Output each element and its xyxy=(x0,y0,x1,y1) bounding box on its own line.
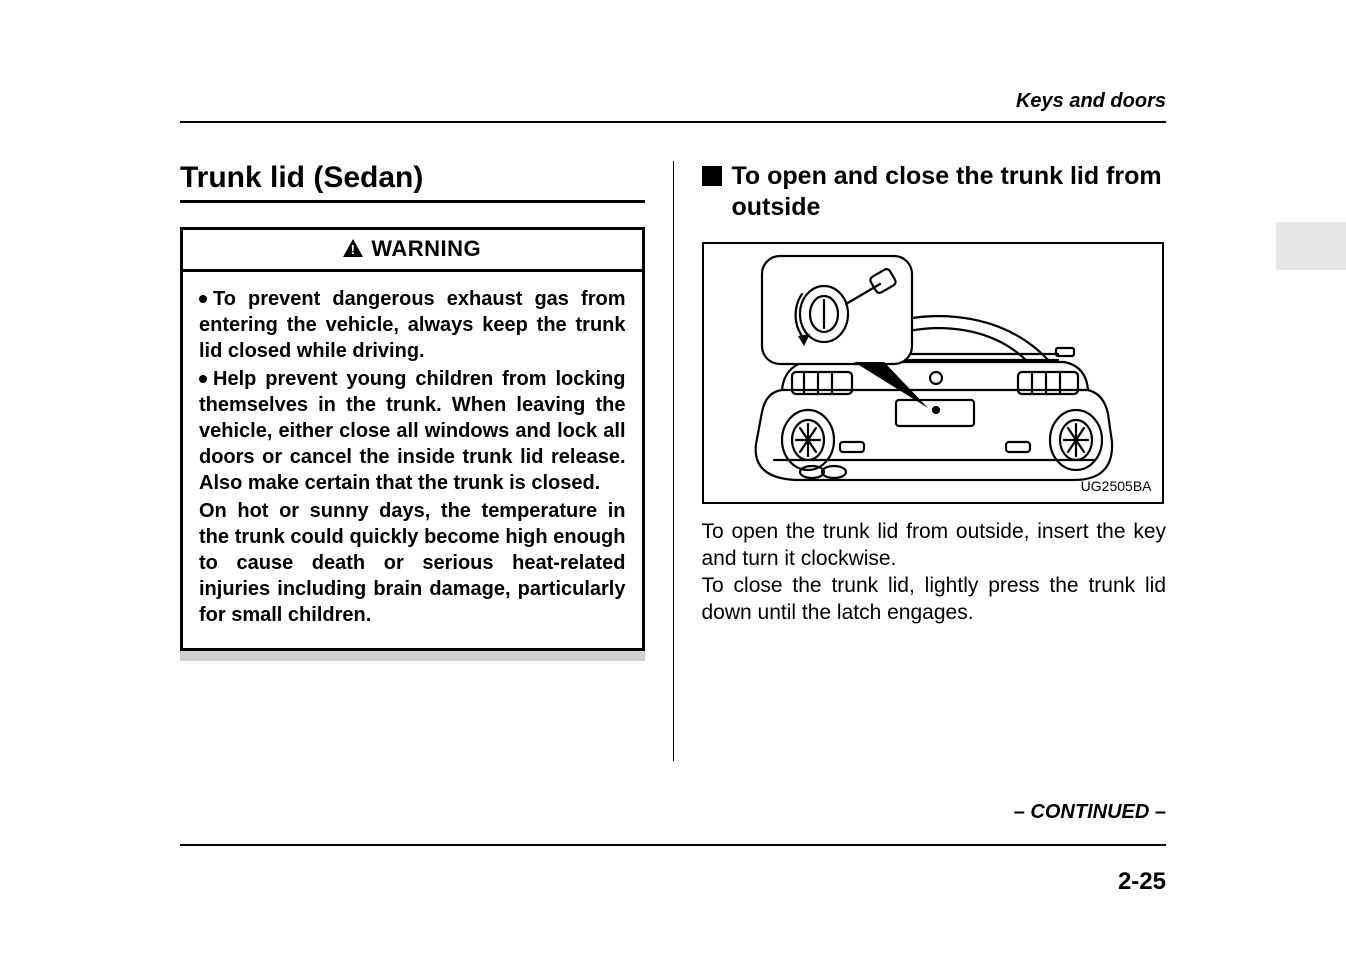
dash-right: – xyxy=(1155,801,1166,823)
bullet-icon xyxy=(199,375,207,383)
warning-bullet-2: Help prevent young children from locking… xyxy=(199,366,626,496)
warning-gray-bar xyxy=(180,651,645,661)
right-column: To open and close the trunk lid from out… xyxy=(674,161,1167,761)
warning-bullet-1: To prevent dangerous exhaust gas from en… xyxy=(199,286,626,364)
warning-box: ! WARNING To prevent dangerous exhaust g… xyxy=(180,227,645,651)
body-text: To open the trunk lid from outside, inse… xyxy=(702,518,1167,627)
subsection-heading-line1: To open and close the trunk lid from xyxy=(732,162,1162,190)
warning-body: To prevent dangerous exhaust gas from en… xyxy=(183,272,642,648)
content-columns: Trunk lid (Sedan) ! WARNING To prevent d… xyxy=(180,161,1166,761)
page-tab-mark xyxy=(1276,222,1346,270)
header-rule xyxy=(180,121,1166,123)
trunk-open-figure: UG2505BA xyxy=(702,242,1164,504)
subsection-heading: To open and close the trunk lid from out… xyxy=(702,161,1167,224)
figure-code: UG2505BA xyxy=(1081,478,1152,494)
page-body: Keys and doors Trunk lid (Sedan) ! WARNI… xyxy=(180,90,1166,860)
continued-label: – CONTINUED – xyxy=(1014,801,1166,824)
black-square-icon xyxy=(702,163,722,224)
subsection-heading-line2: outside xyxy=(732,193,821,221)
footer-rule xyxy=(180,844,1166,846)
section-title-rule xyxy=(180,200,645,203)
continued-text: CONTINUED xyxy=(1030,801,1149,823)
page-number: 2-25 xyxy=(1118,868,1166,896)
warning-label-text: WARNING xyxy=(371,236,481,261)
warning-title: ! WARNING xyxy=(183,230,642,272)
warning-triangle-icon: ! xyxy=(343,237,363,263)
warning-paragraph: On hot or sunny days, the temperature in… xyxy=(199,498,626,628)
body-paragraph-2: To close the trunk lid, lightly press th… xyxy=(702,572,1167,627)
subsection-heading-text: To open and close the trunk lid from out… xyxy=(732,161,1162,224)
svg-text:!: ! xyxy=(351,242,356,257)
section-title: Trunk lid (Sedan) xyxy=(180,161,645,194)
dash-left: – xyxy=(1014,801,1025,823)
left-column: Trunk lid (Sedan) ! WARNING To prevent d… xyxy=(180,161,674,761)
car-rear-illustration xyxy=(704,244,1162,502)
bullet-icon xyxy=(199,295,207,303)
body-paragraph-1: To open the trunk lid from outside, inse… xyxy=(702,518,1167,573)
warning-bullet-1-text: To prevent dangerous exhaust gas from en… xyxy=(199,288,626,362)
warning-bullet-2-text: Help prevent young children from locking… xyxy=(199,368,626,494)
running-header: Keys and doors xyxy=(180,90,1166,113)
